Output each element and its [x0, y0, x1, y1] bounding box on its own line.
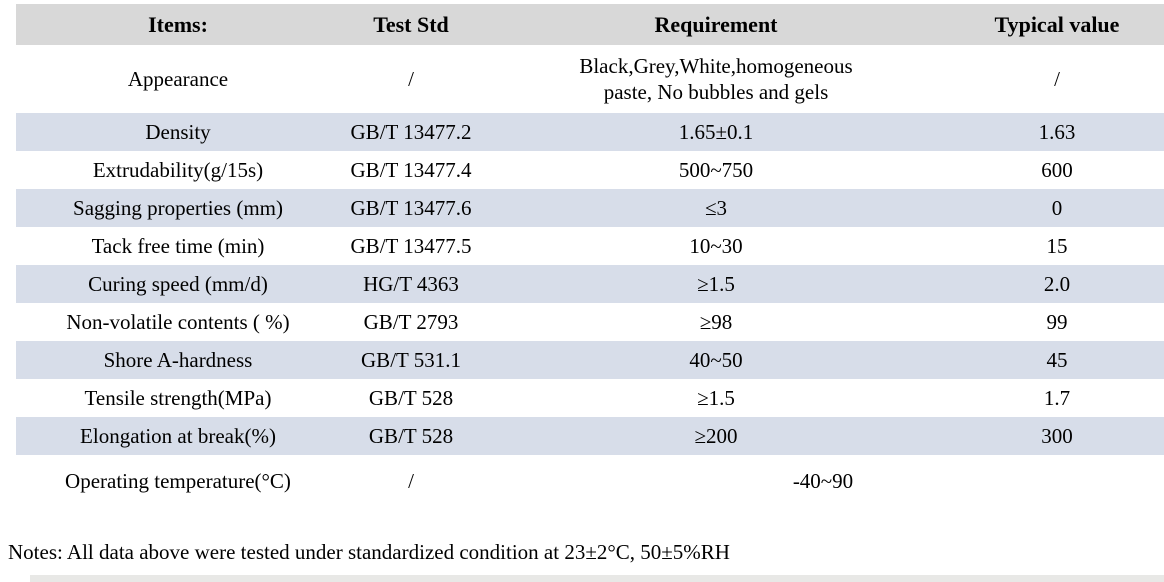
item-cell: Operating temperature(°C) [65, 468, 291, 493]
requirement-cell: 500~750 [678, 157, 754, 182]
requirement-cell: -40~90 [792, 468, 854, 493]
col-header-test-std: Test Std [340, 4, 482, 45]
table-row: Density GB/T 13477.2 1.65±0.1 1.63 [16, 113, 1164, 151]
test-std-cell: GB/T 528 [368, 385, 454, 410]
cutoff-next-section-strip [30, 575, 1164, 582]
typical-value-cell: 2.0 [1043, 271, 1071, 296]
notes-text: Notes: All data above were tested under … [8, 540, 730, 564]
item-cell: Density [145, 119, 211, 144]
table-row: Shore A-hardness GB/T 531.1 40~50 45 [16, 341, 1164, 379]
item-cell: Tack free time (min) [91, 233, 265, 258]
table-row: Elongation at break(%) GB/T 528 ≥200 300 [16, 417, 1164, 455]
test-std-cell: HG/T 4363 [363, 271, 459, 296]
spec-table: Items: Test Std Requirement Typical valu… [16, 4, 1164, 507]
test-std-cell: GB/T 13477.4 [350, 157, 472, 182]
table-header-row: Items: Test Std Requirement Typical valu… [16, 4, 1164, 45]
typical-value-cell: 15 [1046, 233, 1068, 258]
table-row: Tack free time (min) GB/T 13477.5 10~30 15 [16, 227, 1164, 265]
test-std-cell: GB/T 13477.6 [350, 195, 472, 220]
typical-value-cell: 0 [1051, 195, 1063, 220]
typical-value-cell: 45 [1046, 347, 1068, 372]
item-cell: Sagging properties (mm) [73, 195, 283, 220]
table-row: Non-volatile contents ( %) GB/T 2793 ≥98 99 [16, 303, 1164, 341]
typical-value-cell: 300 [1041, 423, 1073, 448]
requirement-cell: 1.65±0.1 [678, 119, 754, 144]
requirement-cell: ≥200 [694, 423, 738, 448]
table-row: Extrudability(g/15s) GB/T 13477.4 500~750 6… [16, 151, 1164, 189]
test-std-cell: GB/T 13477.2 [350, 119, 472, 144]
table-row: Operating temperature(°C) / -40~90 [16, 455, 1164, 507]
item-cell: Appearance [127, 66, 229, 91]
item-cell: Curing speed (mm/d) [88, 271, 268, 296]
typical-value-cell: 1.7 [1043, 385, 1071, 410]
test-std-cell: GB/T 13477.5 [350, 233, 472, 258]
item-cell: Shore A-hardness [103, 347, 253, 372]
requirement-cell: 40~50 [689, 347, 743, 372]
item-cell: Extrudability(g/15s) [92, 157, 264, 182]
test-std-cell: GB/T 528 [368, 423, 454, 448]
table-row: Tensile strength(MPa) GB/T 528 ≥1.5 1.7 [16, 379, 1164, 417]
requirement-cell: ≥1.5 [697, 385, 735, 410]
table-row: Sagging properties (mm) GB/T 13477.6 ≤3 0 [16, 189, 1164, 227]
item-cell: Elongation at break(%) [80, 423, 276, 448]
typical-value-cell: 99 [1046, 309, 1068, 334]
test-std-cell: GB/T 2793 [363, 309, 459, 334]
typical-value-cell: / [1054, 66, 1060, 91]
item-cell: Tensile strength(MPa) [84, 385, 272, 410]
col-header-typical-value: Typical value [950, 4, 1164, 45]
col-header-requirement: Requirement [482, 4, 950, 45]
requirement-cell: ≤3 [704, 195, 728, 220]
requirement-cell: 10~30 [689, 233, 743, 258]
col-header-items: Items: [16, 4, 340, 45]
requirement-cell: Black,Grey,White,homogeneous paste, No b… [579, 53, 853, 104]
table-row: Curing speed (mm/d) HG/T 4363 ≥1.5 2.0 [16, 265, 1164, 303]
requirement-cell: ≥1.5 [697, 271, 735, 296]
test-std-cell: / [408, 66, 414, 91]
table-row: Appearance / Black,Grey,White,homogeneous … [16, 45, 1164, 113]
test-std-cell: / [408, 468, 414, 493]
test-std-cell: GB/T 531.1 [361, 347, 461, 372]
requirement-cell: ≥98 [699, 309, 733, 334]
typical-value-cell: 600 [1041, 157, 1073, 182]
typical-value-cell: 1.63 [1038, 119, 1076, 144]
item-cell: Non-volatile contents ( %) [66, 309, 290, 334]
